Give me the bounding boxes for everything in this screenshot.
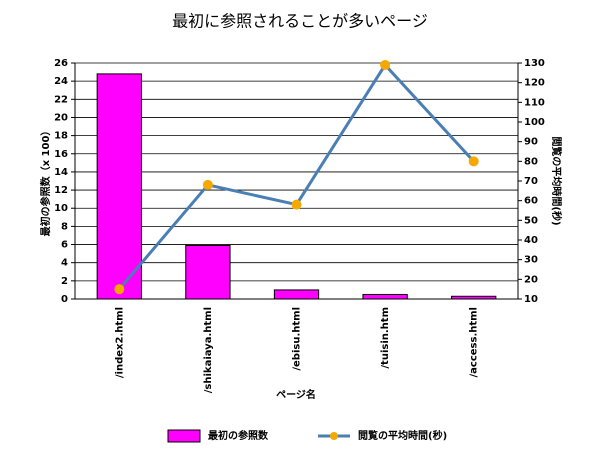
y2-tick-label: 70 bbox=[524, 176, 538, 187]
bar bbox=[96, 73, 142, 300]
y2-tick-label: 30 bbox=[524, 255, 538, 266]
y-tick-label: 10 bbox=[54, 203, 68, 214]
y2-tick-label: 80 bbox=[524, 156, 538, 167]
x-tick-label: /shikaiaya.html bbox=[203, 307, 214, 393]
x-tick-label: /index2.html bbox=[114, 307, 125, 378]
x-tick-label: /ebisu.html bbox=[292, 307, 303, 371]
marker bbox=[291, 199, 302, 210]
x-axis-label: ページ名 bbox=[276, 388, 316, 401]
y2-tick-label: 60 bbox=[524, 196, 538, 207]
y2-tick-label: 10 bbox=[524, 294, 538, 305]
y2-tick-label: 100 bbox=[524, 117, 545, 128]
y-tick-label: 18 bbox=[54, 131, 68, 142]
y2-tick-label: 110 bbox=[524, 97, 545, 108]
bar bbox=[451, 295, 497, 300]
y2-tick-label: 40 bbox=[524, 235, 538, 246]
y-tick-label: 16 bbox=[54, 149, 68, 160]
legend-label: 最初の参照数 bbox=[208, 429, 269, 442]
x-tick-label: /access.html bbox=[469, 307, 480, 378]
y2-tick-label: 120 bbox=[524, 78, 545, 89]
y-axis-label: 最初の参照数（x 100） bbox=[39, 126, 52, 237]
legend-marker bbox=[330, 432, 338, 440]
y2-tick-label: 20 bbox=[524, 274, 538, 285]
y2-tick-label: 50 bbox=[524, 215, 538, 226]
chart-title: 最初に参照されることが多いページ bbox=[172, 12, 428, 31]
y-tick-label: 8 bbox=[61, 221, 68, 232]
y-tick-label: 2 bbox=[61, 276, 68, 287]
y2-tick-label: 90 bbox=[524, 137, 538, 148]
y-tick-label: 4 bbox=[61, 258, 68, 269]
y-tick-label: 20 bbox=[54, 112, 68, 123]
y-tick-label: 12 bbox=[54, 185, 68, 196]
marker bbox=[468, 156, 479, 167]
marker bbox=[380, 59, 391, 70]
y-tick-label: 22 bbox=[54, 94, 68, 105]
bar bbox=[362, 293, 408, 300]
bar bbox=[273, 289, 320, 300]
line bbox=[118, 62, 475, 291]
marker bbox=[202, 179, 213, 190]
y-tick-label: 24 bbox=[54, 76, 68, 87]
legend-label: 閲覧の平均時間(秒) bbox=[358, 429, 447, 442]
y-tick-label: 26 bbox=[54, 58, 68, 69]
legend-swatch bbox=[167, 429, 201, 443]
x-tick-label: /tuisin.htm bbox=[380, 307, 391, 369]
y-tick-label: 6 bbox=[61, 240, 68, 251]
marker bbox=[114, 284, 125, 295]
y2-axis-label: 閲覧の平均時間(秒) bbox=[550, 136, 563, 225]
bar bbox=[185, 244, 231, 300]
y2-tick-label: 130 bbox=[524, 58, 545, 69]
y-tick-label: 14 bbox=[54, 167, 68, 178]
y-tick-label: 0 bbox=[61, 294, 68, 305]
